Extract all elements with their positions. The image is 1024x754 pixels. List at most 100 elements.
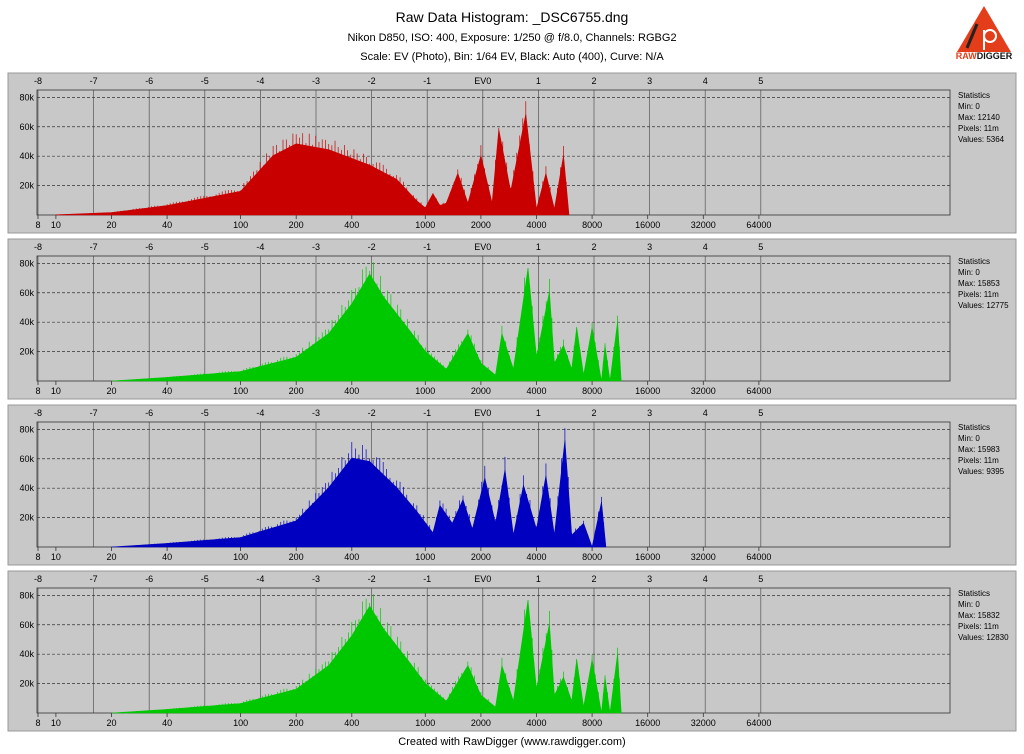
x-tick-label: 8000 [582,220,602,230]
ev-tick-label: 2 [591,574,596,584]
y-tick-label: 40k [19,317,34,327]
x-tick-label: 200 [289,552,304,562]
ev-tick-label: -7 [90,408,98,418]
ev-tick-label: -7 [90,242,98,252]
y-tick-label: 60k [19,288,34,298]
x-tick-label: 20 [106,552,116,562]
ev-tick-label: EV0 [474,76,491,86]
x-tick-label: 32000 [691,220,716,230]
x-tick-label: 64000 [746,220,771,230]
x-tick-label: 10 [51,718,61,728]
x-tick-label: 8 [35,718,40,728]
ev-tick-label: EV0 [474,242,491,252]
histogram-panel-R: -8 -7 -6 -5 -4 -3 -2 -1 EV0 1 2 3 4 5 80k 60k 40k 20k 8 10 2… [7,72,1017,234]
x-tick-label: 8 [35,552,40,562]
ev-tick-label: -2 [368,408,376,418]
ev-tick-label: -6 [145,242,153,252]
ev-tick-label: 5 [758,574,763,584]
x-tick-label: 4000 [526,552,546,562]
x-tick-label: 10 [51,386,61,396]
x-tick-label: 200 [289,386,304,396]
x-tick-label: 32000 [691,386,716,396]
logo-wordmark: RAWDIGGER [955,51,1013,61]
x-tick-label: 64000 [746,386,771,396]
x-tick-label: 200 [289,220,304,230]
y-tick-label: 80k [19,424,34,434]
stats-line: Min: 0 [958,102,980,111]
x-tick-label: 8000 [582,386,602,396]
x-tick-label: 2000 [471,220,491,230]
ev-tick-label: 2 [591,76,596,86]
stats-line: Values: 5364 [958,135,1005,144]
footer-credit: Created with RawDigger (www.rawdigger.co… [398,736,626,748]
ev-tick-label: 3 [647,242,652,252]
x-tick-label: 1000 [415,552,435,562]
ev-tick-label: -8 [34,76,42,86]
y-tick-label: 60k [19,454,34,464]
x-tick-label: 20 [106,718,116,728]
ev-tick-label: 2 [591,242,596,252]
ev-tick-label: -4 [256,408,264,418]
stats-line: Max: 15853 [958,279,1000,288]
scale-info: Scale: EV (Photo), Bin: 1/64 EV, Black: … [360,51,664,63]
y-tick-label: 20k [19,679,34,689]
stats-line: Pixels: 11m [958,124,999,133]
stats-line: Min: 0 [958,600,980,609]
stats-line: Values: 12830 [958,633,1009,642]
ev-tick-label: EV0 [474,574,491,584]
stats-line: Values: 12775 [958,301,1009,310]
ev-tick-label: 2 [591,408,596,418]
y-tick-label: 40k [19,151,34,161]
y-tick-label: 20k [19,347,34,357]
x-tick-label: 16000 [635,552,660,562]
ev-tick-label: -1 [423,242,431,252]
y-tick-label: 20k [19,181,34,191]
ev-tick-label: -4 [256,242,264,252]
x-tick-label: 100 [233,552,248,562]
y-tick-label: 80k [19,590,34,600]
ev-tick-label: -1 [423,76,431,86]
ev-tick-label: 5 [758,408,763,418]
ev-tick-label: -2 [368,242,376,252]
ev-tick-label: -7 [90,574,98,584]
x-tick-label: 1000 [415,718,435,728]
ev-tick-label: -8 [34,574,42,584]
x-tick-label: 1000 [415,220,435,230]
stats-line: Min: 0 [958,268,980,277]
x-tick-label: 40 [162,552,172,562]
rawdigger-logo-icon [957,6,1011,52]
ev-tick-label: -6 [145,408,153,418]
camera-info: Nikon D850, ISO: 400, Exposure: 1/250 @ … [347,32,677,44]
stats-title: Statistics [958,423,990,432]
stats-line: Pixels: 11m [958,290,999,299]
ev-tick-label: EV0 [474,408,491,418]
x-tick-label: 10 [51,552,61,562]
ev-tick-label: 1 [536,574,541,584]
x-tick-label: 2000 [471,718,491,728]
x-tick-label: 32000 [691,552,716,562]
ev-tick-label: -1 [423,574,431,584]
x-tick-label: 2000 [471,552,491,562]
stats-line: Pixels: 11m [958,622,999,631]
x-tick-label: 16000 [635,220,660,230]
x-tick-label: 16000 [635,386,660,396]
histogram-panel-G: -8 -7 -6 -5 -4 -3 -2 -1 EV0 1 2 3 4 5 80k 60k 40k 20k 8 10 2… [7,238,1017,400]
ev-tick-label: -5 [201,408,209,418]
ev-tick-label: -6 [145,574,153,584]
stats-title: Statistics [958,257,990,266]
x-tick-label: 64000 [746,718,771,728]
ev-tick-label: 5 [758,76,763,86]
ev-tick-label: -8 [34,242,42,252]
ev-tick-label: -3 [312,242,320,252]
x-tick-label: 1000 [415,386,435,396]
x-tick-label: 4000 [526,386,546,396]
ev-tick-label: 3 [647,76,652,86]
x-tick-label: 4000 [526,220,546,230]
ev-tick-label: 3 [647,408,652,418]
x-tick-label: 40 [162,718,172,728]
x-tick-label: 8 [35,386,40,396]
ev-tick-label: 4 [703,408,708,418]
ev-tick-label: 1 [536,408,541,418]
x-tick-label: 16000 [635,718,660,728]
x-tick-label: 10 [51,220,61,230]
